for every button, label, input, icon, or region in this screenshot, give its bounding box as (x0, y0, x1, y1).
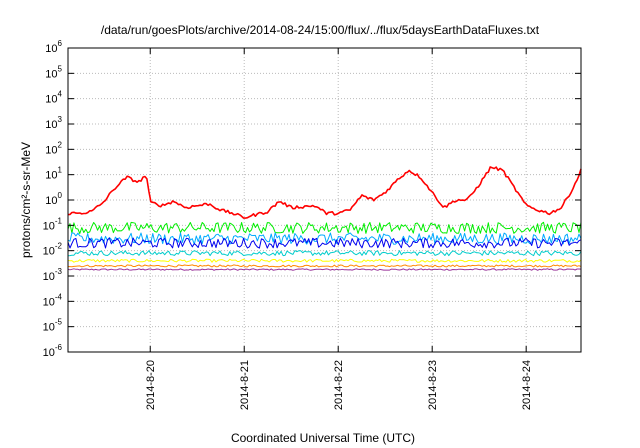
x-tick-label: 2014-8-22 (333, 360, 345, 410)
series-line-4 (67, 250, 582, 257)
x-tick-label: 2014-8-20 (145, 360, 157, 410)
grid-lines (68, 48, 581, 352)
y-tick-label: 10-3 (43, 267, 63, 283)
y-tick-label: 100 (45, 191, 62, 207)
x-tick-label: 2014-8-21 (239, 360, 251, 410)
series-line-1 (67, 221, 582, 234)
y-axis-label: protons/cm²-s-sr-MeV (19, 142, 33, 258)
y-tick-label: 10-4 (43, 292, 63, 308)
x-tick-label: 2014-8-23 (427, 360, 439, 410)
chart-title: /data/run/goesPlots/archive/2014-08-24/1… (101, 23, 540, 37)
y-tick-label: 10-6 (43, 343, 63, 359)
series-line-5 (67, 258, 582, 263)
x-tick-label: 2014-8-24 (521, 360, 533, 410)
y-tick-label: 10-5 (43, 318, 63, 334)
plot-frame (67, 47, 582, 353)
x-axis-ticks: 2014-8-20 2014-8-21 2014-8-22 2014-8-23 2014… (145, 48, 533, 410)
y-tick-label: 10-1 (43, 216, 63, 232)
y-axis-ticks: 10-6 10-5 10-4 10-3 10-2 10-1 100 101 102 103 104 1… (43, 39, 581, 359)
x-axis-label: Coordinated Universal Time (UTC) (231, 431, 415, 445)
series-layer (67, 166, 582, 271)
y-tick-label: 103 (45, 115, 62, 131)
y-tick-label: 106 (45, 39, 62, 55)
series-line-0 (67, 166, 582, 219)
series-line-3 (67, 237, 582, 249)
y-tick-label: 102 (45, 140, 62, 156)
y-tick-label: 104 (45, 90, 62, 106)
series-line-2 (67, 232, 582, 245)
series-line-6 (67, 264, 582, 268)
y-tick-label: 10-2 (43, 242, 63, 258)
y-tick-label: 105 (45, 64, 62, 80)
y-tick-label: 101 (45, 166, 62, 182)
series-line-7 (67, 268, 582, 271)
